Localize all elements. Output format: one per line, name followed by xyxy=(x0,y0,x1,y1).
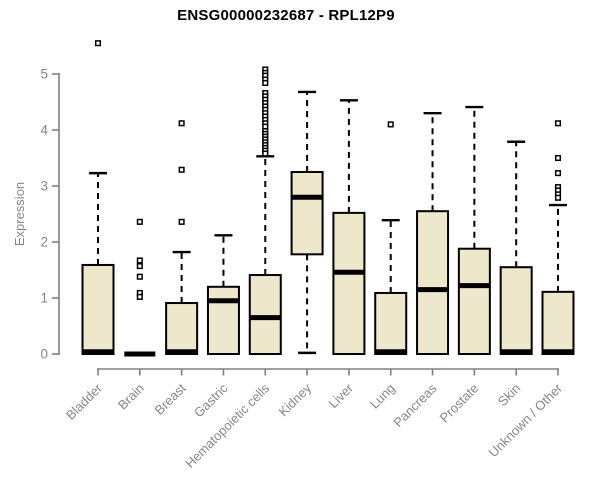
x-axis-category-label: Lung xyxy=(367,381,398,412)
x-axis-category-label: Gastric xyxy=(191,380,231,420)
x-axis-category-label: Liver xyxy=(325,380,356,411)
outlier-point xyxy=(554,194,562,201)
box-group xyxy=(248,66,282,356)
x-axis-category-label: Breast xyxy=(152,380,189,417)
box-rect xyxy=(81,263,115,355)
outlier-point xyxy=(136,218,143,225)
outlier-point xyxy=(262,79,269,87)
box-group xyxy=(541,120,575,355)
x-axis-category-label: Kidney xyxy=(275,380,314,419)
box-rect xyxy=(248,274,282,356)
chart-title: ENSG00000232687 - RPL12P9 xyxy=(177,7,395,24)
outlier-point xyxy=(387,121,394,128)
box-group xyxy=(457,105,491,355)
box-group xyxy=(374,121,408,355)
box-rect xyxy=(332,211,366,355)
outlier-point xyxy=(136,293,143,300)
outlier-point xyxy=(554,170,562,177)
x-axis-category-label: Bladder xyxy=(63,380,106,423)
y-axis-tick-label: 1 xyxy=(40,291,48,306)
outlier-point xyxy=(554,154,562,162)
x-axis-category-label: Brain xyxy=(115,381,147,413)
box-rect xyxy=(165,302,199,356)
box-rect xyxy=(206,285,240,355)
y-axis-tick-label: 0 xyxy=(40,347,48,362)
box-rect xyxy=(374,291,408,355)
box-rect xyxy=(416,210,450,355)
outlier-point xyxy=(178,218,185,225)
outlier-point xyxy=(136,257,143,264)
outlier-point xyxy=(178,120,185,127)
outlier-point xyxy=(178,166,185,173)
box-group xyxy=(124,218,156,357)
outlier-point xyxy=(262,150,269,157)
outlier-point xyxy=(136,273,143,280)
box-rect xyxy=(541,290,575,355)
x-axis-category-label: Skin xyxy=(495,381,523,409)
box-rect xyxy=(457,247,491,355)
box-group xyxy=(165,120,199,356)
y-axis-title: Expression xyxy=(12,181,27,247)
box-group xyxy=(332,99,366,355)
box-group xyxy=(290,90,324,355)
box-rect xyxy=(499,266,533,356)
y-axis-tick-label: 3 xyxy=(40,179,48,194)
box-group xyxy=(416,111,450,355)
box-group xyxy=(206,234,240,355)
x-axis-category-label: Pancreas xyxy=(390,380,440,430)
box-group xyxy=(81,40,115,355)
outlier-point xyxy=(554,120,562,127)
y-axis-tick-label: 2 xyxy=(40,235,48,250)
box-group xyxy=(499,140,533,356)
y-axis-tick-label: 4 xyxy=(40,123,48,138)
x-axis-category-label: Unknown / Other xyxy=(486,380,566,460)
box-rect xyxy=(290,171,324,256)
outlier-point xyxy=(94,40,102,47)
outlier-point xyxy=(136,263,143,270)
x-axis-category-label: Prostate xyxy=(437,381,482,426)
y-axis-tick-label: 5 xyxy=(40,67,48,82)
